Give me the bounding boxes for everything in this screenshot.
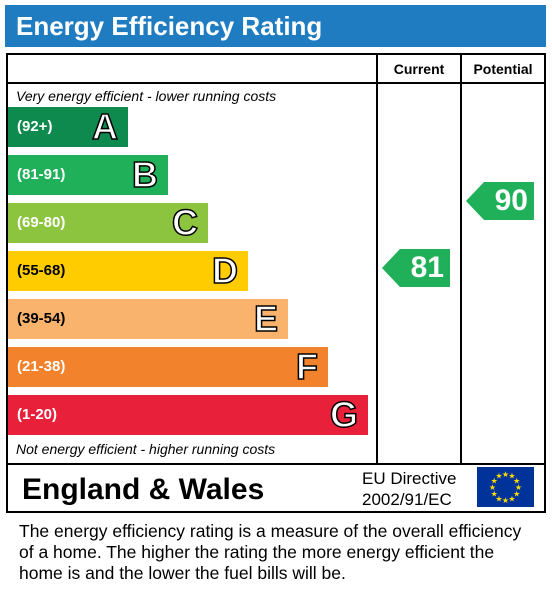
band-range-label: (1-20): [17, 406, 58, 423]
footer-divider: [6, 463, 546, 465]
star-icon: ★: [491, 490, 498, 499]
band-range-label: (81-91): [17, 166, 66, 183]
star-icon: ★: [515, 483, 522, 492]
band-letter: B: [131, 154, 159, 196]
star-icon: ★: [513, 477, 520, 486]
top-note: Very energy efficient - lower running co…: [16, 88, 277, 104]
star-icon: ★: [502, 496, 509, 505]
current-rating-value: 81: [410, 251, 444, 284]
current-column-divider: [376, 53, 378, 465]
band-e: (39-54) E: [8, 298, 288, 340]
band-d: (55-68) D: [8, 250, 248, 292]
band-range-label: (39-54): [17, 310, 66, 327]
band-letter: F: [295, 346, 319, 388]
page-title: Energy Efficiency Rating: [5, 5, 546, 47]
star-icon: ★: [502, 470, 509, 479]
band-letter: A: [91, 106, 119, 148]
directive-line-1: EU Directive: [362, 469, 457, 488]
band-g: (1-20) G: [8, 394, 368, 436]
current-column-header: Current: [393, 61, 445, 77]
band-letter: C: [171, 202, 199, 244]
star-icon: ★: [491, 477, 498, 486]
eu-flag-icon: ★ ★ ★ ★ ★ ★ ★ ★ ★ ★ ★ ★: [477, 467, 534, 507]
band-range-label: (55-68): [17, 262, 66, 279]
band-letter: G: [329, 394, 359, 436]
directive-line-2: 2002/91/EC: [362, 490, 452, 509]
star-icon: ★: [513, 490, 520, 499]
star-icon: ★: [495, 494, 502, 503]
band-range-label: (69-80): [17, 214, 66, 231]
rating-chart-frame: [6, 53, 546, 513]
current-rating-arrow: 81: [382, 249, 450, 287]
star-icon: ★: [495, 472, 502, 481]
eu-directive: EU Directive 2002/91/EC: [362, 468, 456, 510]
band-range-label: (92+): [17, 118, 53, 135]
star-icon: ★: [508, 494, 515, 503]
potential-rating-value: 90: [494, 184, 528, 217]
band-range-label: (21-38): [17, 358, 66, 375]
band-b: (81-91) B: [8, 154, 168, 196]
region-label: England & Wales: [22, 473, 265, 506]
band-a: (92+) A: [8, 106, 128, 148]
potential-column-divider: [460, 53, 462, 465]
header-divider: [6, 82, 546, 84]
footer-text: The energy efficiency rating is a measur…: [19, 521, 522, 583]
star-icon: ★: [489, 483, 496, 492]
band-c: (69-80) C: [8, 202, 208, 244]
potential-rating-arrow: 90: [466, 182, 534, 220]
bottom-note: Not energy efficient - higher running co…: [16, 441, 276, 457]
band-letter: E: [253, 298, 279, 340]
band-f: (21-38) F: [8, 346, 328, 388]
band-letter: D: [211, 250, 239, 292]
potential-column-header: Potential: [473, 61, 533, 77]
star-icon: ★: [508, 472, 515, 481]
